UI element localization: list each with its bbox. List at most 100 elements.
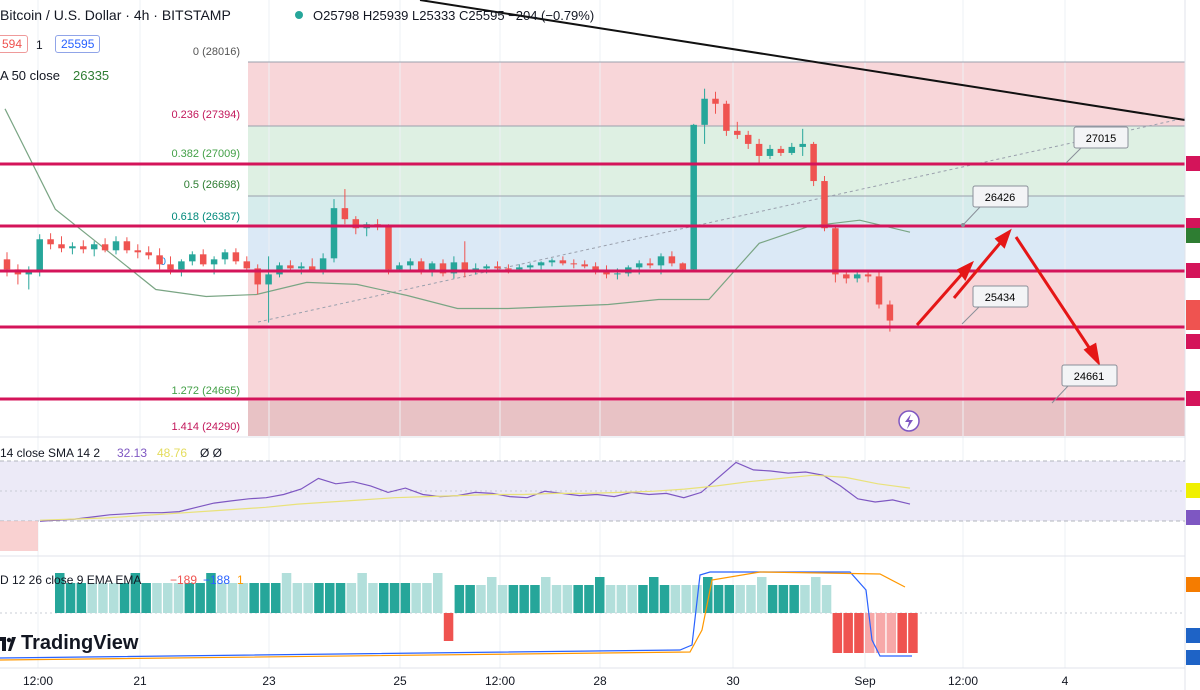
lightning-icon[interactable] <box>898 410 920 432</box>
macd-bar <box>368 583 378 613</box>
callout-25434[interactable]: 25434 <box>961 285 1029 325</box>
candle <box>112 241 120 251</box>
candle <box>744 134 752 144</box>
macd-bar <box>195 583 205 613</box>
candle <box>570 263 578 265</box>
candle <box>886 304 894 321</box>
rsi-ma-line <box>39 474 911 521</box>
macd-bar <box>789 585 799 613</box>
macd-bar <box>487 577 497 613</box>
projection-arrows <box>915 228 1101 367</box>
x-tick-1: 21 <box>133 674 147 688</box>
fib-label-1272: 1.272 (24665) <box>172 385 241 397</box>
macd-bar <box>433 573 443 613</box>
candle <box>646 263 654 266</box>
bid-button[interactable]: 594 <box>0 35 29 53</box>
macd-bar <box>173 583 184 613</box>
rsi-oversold-fill <box>0 521 38 551</box>
candle <box>232 252 240 262</box>
candle <box>461 262 469 271</box>
macd-bar <box>389 583 400 613</box>
candle <box>657 256 665 266</box>
candle <box>494 266 501 269</box>
x-tick-8: 12:00 <box>948 674 978 688</box>
macd-bar <box>584 585 594 613</box>
candle <box>167 264 174 270</box>
macd-bar <box>746 585 756 613</box>
macd-bar <box>217 583 227 613</box>
fib-label-0382: 0.382 (27009) <box>172 148 241 160</box>
quantity-value[interactable]: 1 <box>36 38 43 52</box>
candle <box>199 254 207 265</box>
x-tick-3: 25 <box>393 674 407 688</box>
candle <box>123 241 131 251</box>
macd-bar <box>476 585 486 613</box>
macd-bar <box>357 573 367 613</box>
macd-bar <box>130 573 141 613</box>
macd-bar <box>865 613 875 653</box>
x-tick-0: 12:00 <box>23 674 53 688</box>
candle <box>298 266 305 269</box>
macd-bar <box>713 585 724 613</box>
macd-bar <box>735 585 745 613</box>
macd-bar <box>238 583 249 613</box>
candle <box>385 226 392 270</box>
candle <box>352 219 360 229</box>
candle <box>810 143 817 182</box>
dotted-trendline <box>257 117 1186 323</box>
candle <box>614 273 621 275</box>
rsi-legend-ma: 48.76 <box>157 446 188 460</box>
callout-27015[interactable]: 27015 <box>1065 126 1129 164</box>
macd-bar <box>908 613 918 653</box>
fib-zone-low <box>248 271 1185 401</box>
macd-bar <box>497 585 508 613</box>
macd-bar <box>541 577 551 613</box>
symbol-title[interactable]: Bitcoin / U.S. Dollar · 4h · BITSTAMP <box>0 7 231 23</box>
macd-legend-v3: 1 <box>237 573 244 587</box>
candle <box>526 265 534 268</box>
macd-bar <box>800 585 810 613</box>
macd-bar <box>854 613 864 653</box>
candle <box>80 246 87 250</box>
callout-27015-text: 27015 <box>1086 133 1117 145</box>
macd-bar <box>508 585 519 613</box>
signal-line <box>0 571 906 661</box>
candle <box>766 148 774 156</box>
macd-bar <box>325 583 335 613</box>
macd-bar <box>595 577 605 613</box>
time-axis[interactable]: 12:00 21 23 25 12:00 28 30 Sep 12:00 4 <box>23 674 1069 688</box>
callout-26426[interactable]: 26426 <box>961 185 1029 227</box>
candle <box>679 263 687 270</box>
candle <box>178 261 185 270</box>
candle <box>668 256 676 264</box>
ask-button[interactable]: 25595 <box>55 35 101 53</box>
macd-bar <box>638 585 648 613</box>
candle <box>635 263 643 268</box>
candle <box>734 130 741 135</box>
macd-bar <box>141 583 151 613</box>
candle <box>516 267 523 270</box>
candle <box>254 268 261 285</box>
macd-bar <box>703 577 713 613</box>
macd-bar <box>303 583 313 613</box>
candle <box>581 264 588 267</box>
macd-bar <box>843 613 853 653</box>
candle <box>777 148 785 153</box>
candle <box>407 261 414 266</box>
macd-bar <box>346 583 357 613</box>
macd-bar <box>886 613 897 653</box>
macd-bar <box>76 583 87 613</box>
candle <box>396 265 403 270</box>
macd-bar <box>681 585 691 613</box>
rsi-band <box>0 461 1185 521</box>
candle <box>156 255 163 265</box>
fib-zone-0236 <box>248 126 1185 196</box>
macd-bar <box>454 585 465 613</box>
candle <box>36 239 43 273</box>
candle <box>788 146 796 153</box>
candle <box>450 262 458 274</box>
callout-24661[interactable]: 24661 <box>1051 364 1118 404</box>
macd-bar <box>832 613 843 653</box>
macd-bar <box>670 585 681 613</box>
